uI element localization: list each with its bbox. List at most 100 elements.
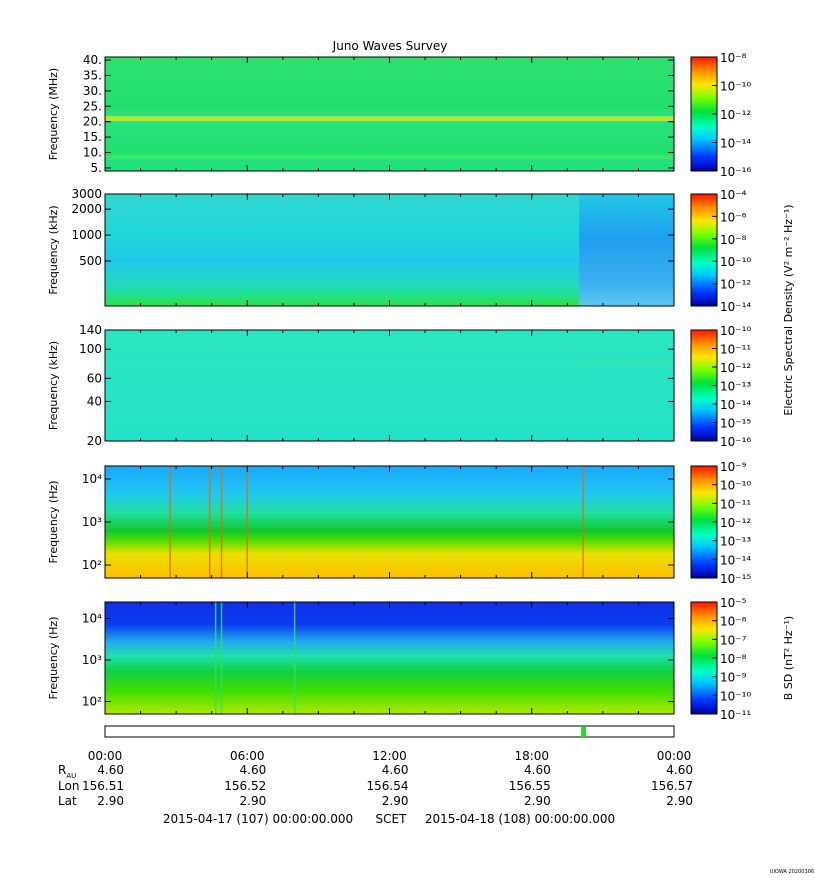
spike-feature bbox=[246, 466, 248, 578]
ephemeris-value: 2.90 bbox=[97, 794, 124, 808]
colorbar-tick-label: 10⁻¹⁴ bbox=[720, 137, 751, 151]
spectrogram-image bbox=[105, 602, 674, 714]
y-axis-label: Frequency (kHz) bbox=[47, 205, 60, 294]
spike-feature bbox=[169, 466, 171, 578]
spectrogram-panels: 5.10. 15.20. 25.30. 35.40. Frequency (MHz) 50… bbox=[47, 53, 675, 715]
colorbar-tick-label: 10⁻¹¹ bbox=[720, 343, 751, 357]
y-tick-label: 10. bbox=[83, 146, 102, 160]
y-tick-label: 25. bbox=[83, 99, 102, 113]
colorbar-tick-label: 10⁻¹⁰ bbox=[720, 80, 751, 94]
colorbar-tick-label: 10⁻¹¹ bbox=[720, 708, 751, 722]
y-tick-label: 10² bbox=[82, 695, 102, 709]
colorbar-tick-label: 10⁻¹¹ bbox=[720, 497, 751, 511]
colorbar-5: 10⁻¹¹ 10⁻¹⁰ 10⁻⁹ 10⁻⁸ 10⁻⁷ 10⁻⁶ 10⁻⁵ bbox=[690, 596, 751, 722]
y-tick-label: 40 bbox=[87, 394, 102, 408]
spike-feature bbox=[220, 602, 223, 714]
y-tick-label: 10⁴ bbox=[82, 612, 102, 626]
mode-bar-marker bbox=[581, 727, 587, 737]
band-feature bbox=[105, 116, 674, 122]
footer-end: 2015-04-18 (108) 00:00:00.000 bbox=[425, 812, 615, 826]
spectrogram-image bbox=[105, 466, 674, 578]
colorbar-tick-label: 10⁻¹⁰ bbox=[720, 324, 751, 338]
band-feature bbox=[105, 154, 674, 160]
y-tick-label: 100 bbox=[79, 342, 102, 356]
ephemeris-value: 2.90 bbox=[240, 794, 267, 808]
y-tick-label: 5. bbox=[91, 161, 102, 175]
colorbar-tick-label: 10⁻⁸ bbox=[720, 652, 747, 666]
colorbar-tick-label: 10⁻¹² bbox=[720, 361, 751, 375]
colorbar-tick-label: 10⁻¹⁰ bbox=[720, 689, 751, 703]
footer-start: 2015-04-17 (107) 00:00:00.000 bbox=[163, 812, 353, 826]
colorbar-tick-label: 10⁻⁹ bbox=[720, 460, 747, 474]
ephemeris-value: 4.60 bbox=[382, 763, 409, 777]
spectrogram-image bbox=[105, 57, 674, 171]
spike-feature bbox=[582, 466, 584, 578]
colorbar-tick-label: 10⁻⁷ bbox=[720, 633, 747, 647]
y-tick-label: 10² bbox=[82, 558, 102, 572]
colorbar-tick-label: 10⁻¹⁴ bbox=[720, 398, 751, 412]
ephemeris-row-label: Lon bbox=[58, 779, 79, 793]
colorbar-tick-label: 10⁻⁵ bbox=[720, 596, 747, 610]
y-tick-label: 10³ bbox=[82, 653, 102, 667]
y-tick-label: 35. bbox=[83, 68, 102, 82]
colorbar-tick-label: 10⁻¹⁶ bbox=[720, 165, 751, 179]
ephemeris-value: 2.90 bbox=[524, 794, 551, 808]
figure-title: Juno Waves Survey bbox=[332, 39, 448, 53]
y-axis-label: Frequency (Hz) bbox=[47, 617, 60, 700]
colorbar-tick-label: 10⁻¹⁰ bbox=[720, 479, 751, 493]
ephemeris-value: 4.60 bbox=[240, 763, 267, 777]
colorbar-tick-label: 10⁻⁸ bbox=[720, 51, 747, 65]
ephemeris-value: 156.57 bbox=[651, 779, 693, 793]
y-axis-label: Frequency (MHz) bbox=[47, 68, 60, 160]
colorbar-tick-label: 10⁻¹³ bbox=[720, 380, 751, 394]
time-tick-label: 00:00 bbox=[88, 749, 123, 763]
colorbar-tick-label: 10⁻¹² bbox=[720, 516, 751, 530]
spike-feature bbox=[214, 602, 217, 714]
spike-feature bbox=[293, 602, 296, 714]
colorbar-label-electric: Electric Spectral Density (V² m⁻² Hz⁻¹) bbox=[782, 204, 795, 415]
ephemeris-value: 2.90 bbox=[382, 794, 409, 808]
time-tick-label: 00:00 bbox=[657, 749, 692, 763]
spectrogram-image bbox=[105, 330, 674, 441]
y-tick-label: 140 bbox=[79, 323, 102, 337]
ephemeris-value: 156.54 bbox=[367, 779, 409, 793]
time-tick-label: 06:00 bbox=[230, 749, 265, 763]
y-axis-label: Frequency (kHz) bbox=[47, 341, 60, 430]
colorbar-tick-label: 10⁻¹⁴ bbox=[720, 553, 751, 567]
ephemeris-value: 4.60 bbox=[666, 763, 693, 777]
footer-scet: SCET bbox=[376, 812, 408, 826]
colorbar-tick-label: 10⁻¹⁵ bbox=[720, 572, 751, 586]
panel-4: 10² 10³ 10⁴ Frequency (Hz) bbox=[47, 465, 675, 579]
ephemeris-value: 4.60 bbox=[97, 763, 124, 777]
y-tick-label: 15. bbox=[83, 130, 102, 144]
ephemeris-row-label: Lat bbox=[58, 794, 77, 808]
spike-feature bbox=[220, 466, 223, 578]
colorbar-3: 10⁻¹⁶ 10⁻¹⁵ 10⁻¹⁴ 10⁻¹³ 10⁻¹² 10⁻¹¹ 10⁻¹⁰ bbox=[690, 324, 751, 449]
panel-5: 10² 10³ 10⁴ Frequency (Hz) bbox=[47, 601, 675, 715]
colorbar-tick-label: 10⁻⁴ bbox=[720, 188, 747, 202]
y-tick-label: 20 bbox=[87, 434, 102, 448]
colorbar-tick-label: 10⁻¹⁶ bbox=[720, 435, 751, 449]
colorbar-tick-label: 10⁻⁸ bbox=[720, 233, 747, 247]
ephemeris-value: 156.52 bbox=[224, 779, 266, 793]
y-tick-label: 2000 bbox=[71, 202, 102, 216]
ephemeris-value: 2.90 bbox=[666, 794, 693, 808]
panel-3: 20 40 60 100 140 Frequency (kHz) bbox=[47, 323, 675, 448]
ephemeris-value: 4.60 bbox=[524, 763, 551, 777]
y-tick-label: 60 bbox=[87, 371, 102, 385]
mode-change-region bbox=[579, 194, 674, 306]
spike-feature bbox=[208, 466, 211, 578]
mode-bar bbox=[104, 725, 675, 738]
colorbar-tick-label: 10⁻¹⁴ bbox=[720, 300, 751, 314]
y-tick-label: 30. bbox=[83, 84, 102, 98]
colorbar-tick-label: 10⁻¹² bbox=[720, 278, 751, 292]
y-axis-label: Frequency (Hz) bbox=[47, 481, 60, 564]
colorbar-tick-label: 10⁻¹⁵ bbox=[720, 417, 751, 431]
y-tick-label: 40. bbox=[83, 53, 102, 67]
ephemeris-value: 156.51 bbox=[82, 779, 124, 793]
colorbar-tick-label: 10⁻⁶ bbox=[720, 615, 747, 629]
y-tick-label: 3000 bbox=[71, 187, 102, 201]
colorbar-2: 10⁻¹⁴ 10⁻¹² 10⁻¹⁰ 10⁻⁸ 10⁻⁶ 10⁻⁴ bbox=[690, 188, 751, 314]
y-tick-label: 10⁴ bbox=[82, 472, 102, 486]
